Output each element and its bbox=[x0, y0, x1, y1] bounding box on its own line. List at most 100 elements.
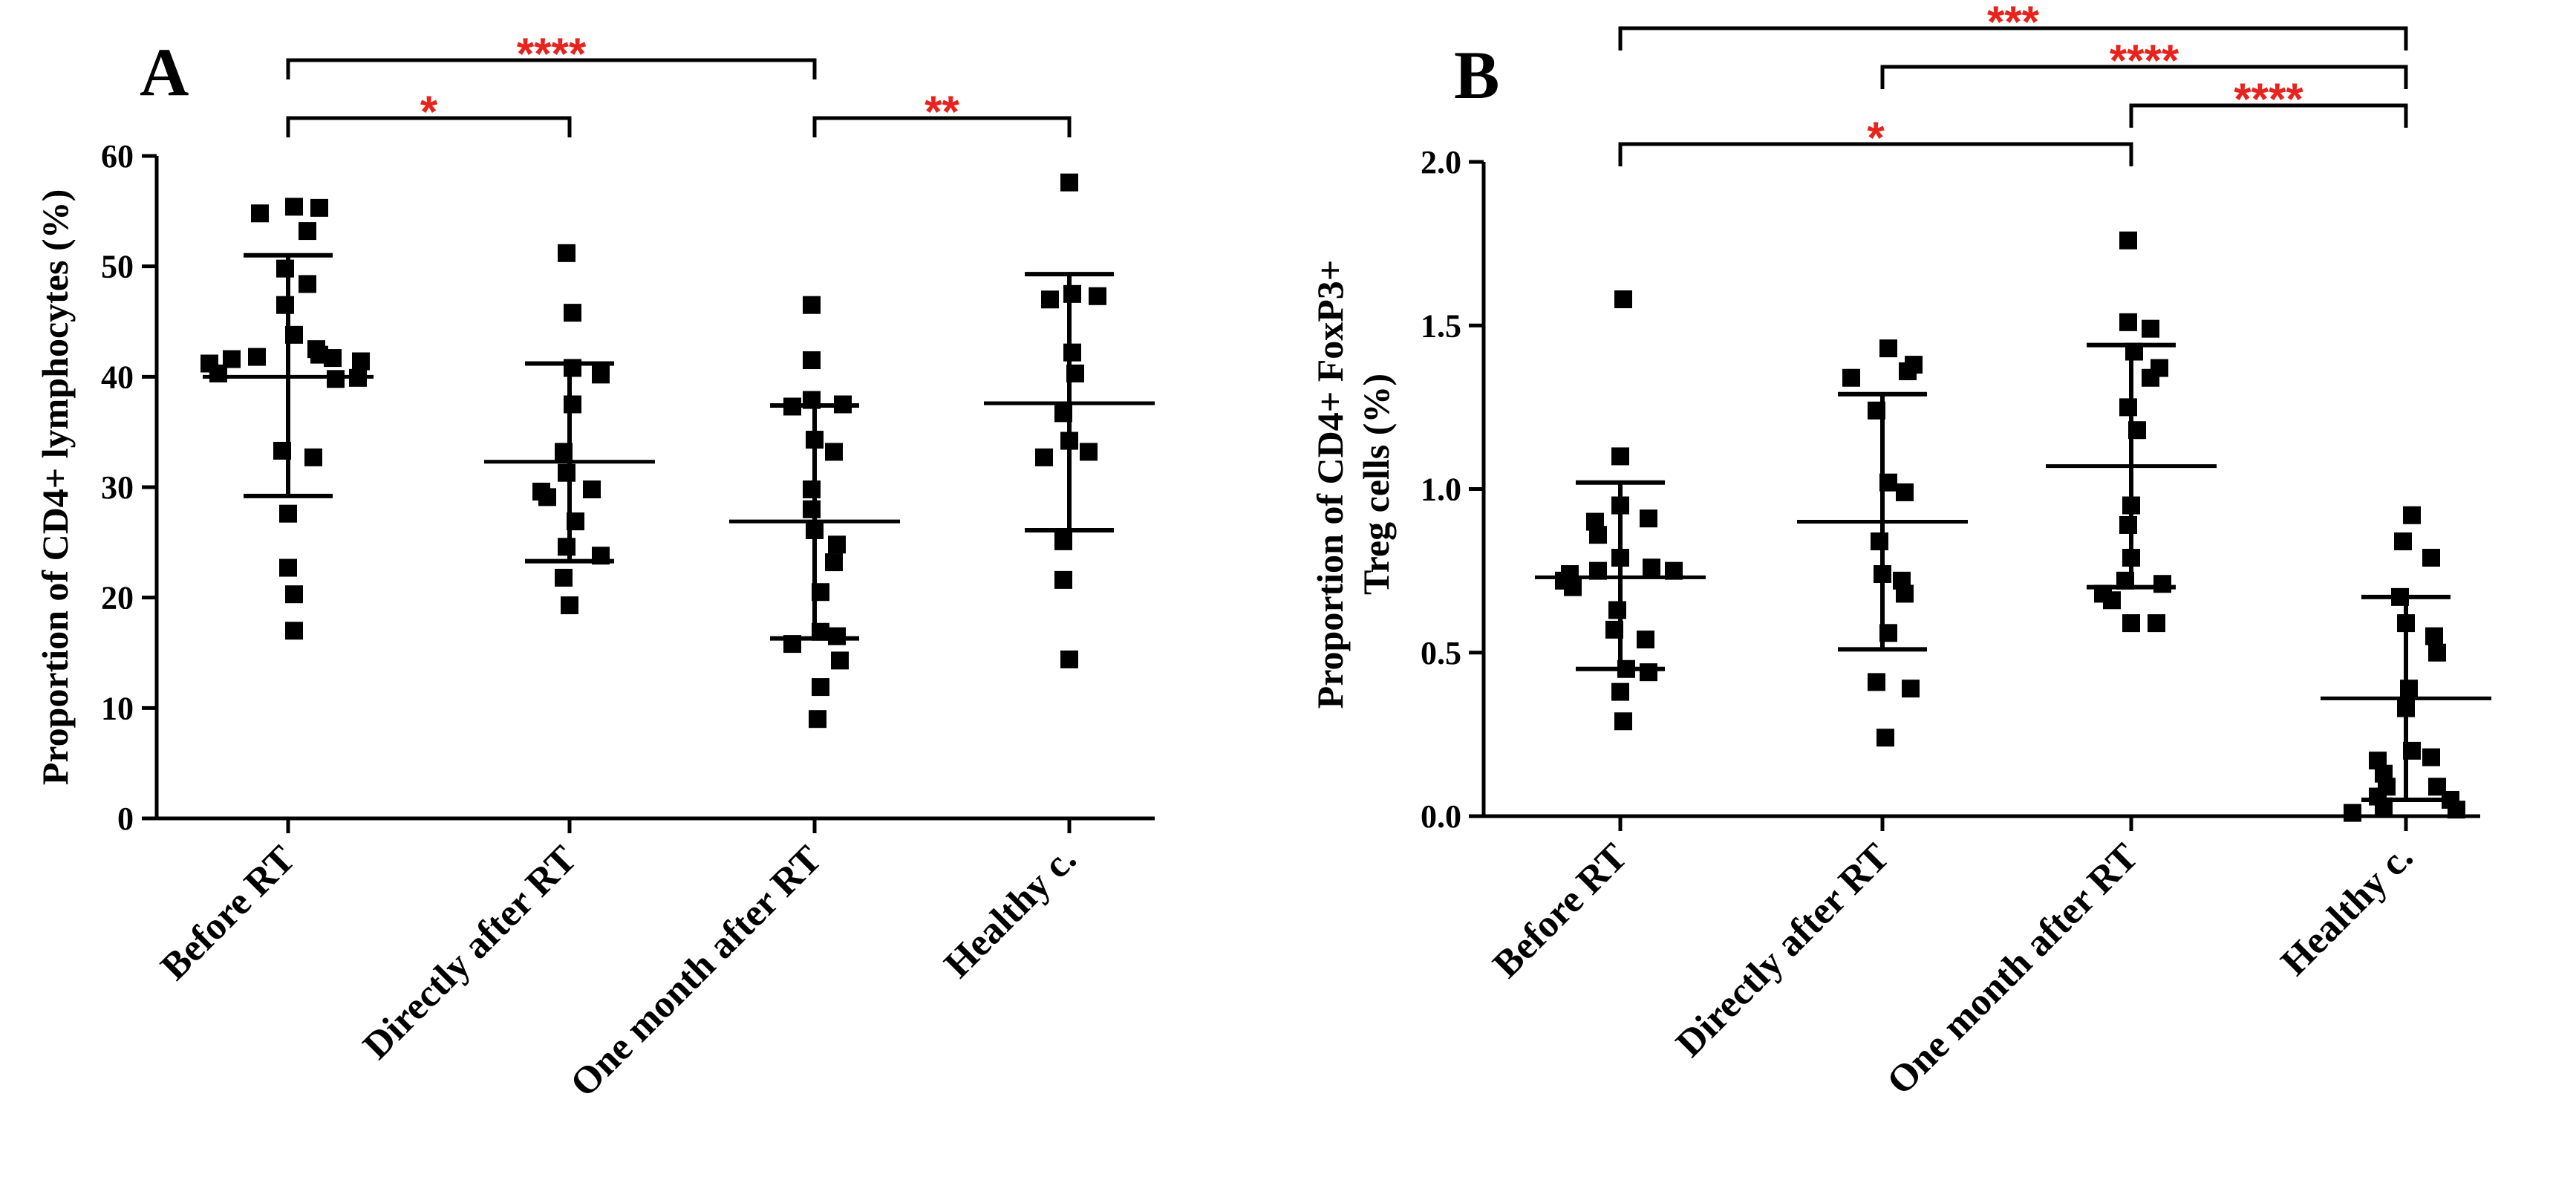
bracket-line bbox=[1880, 65, 2408, 89]
y-tick-label: 2.0 bbox=[1421, 144, 1461, 180]
series-before-rt bbox=[1535, 290, 1706, 731]
significance-label: *** bbox=[1987, 0, 2040, 47]
data-point bbox=[324, 349, 342, 368]
series-one-month-after-rt bbox=[729, 296, 900, 729]
data-point bbox=[310, 198, 328, 217]
data-point bbox=[2422, 549, 2440, 567]
data-point bbox=[825, 443, 843, 461]
data-point bbox=[1589, 526, 1607, 544]
data-point bbox=[327, 370, 345, 388]
data-point bbox=[825, 553, 843, 572]
y-tick-label: 30 bbox=[101, 469, 134, 506]
data-point bbox=[1899, 362, 1917, 380]
data-point bbox=[2403, 506, 2421, 524]
data-point bbox=[558, 244, 575, 262]
data-point bbox=[592, 365, 610, 384]
data-point bbox=[251, 204, 269, 223]
chart-panel-a: A 0 10 20 30 40 50 60 Proportion of CD4+ lymphoc… bbox=[34, 29, 1155, 1105]
y-tick-label: 0.5 bbox=[1421, 635, 1461, 671]
y-tick-label: 0 bbox=[117, 801, 134, 837]
significance-label: **** bbox=[2110, 36, 2179, 85]
data-point bbox=[812, 678, 829, 697]
bracket-line bbox=[812, 116, 1072, 137]
data-point bbox=[1614, 290, 1632, 309]
data-point bbox=[285, 622, 303, 640]
data-point bbox=[2344, 804, 2361, 822]
y-axis-title-line: Proportion of CD4+ lymphocytes (%) bbox=[34, 189, 76, 786]
data-point bbox=[352, 352, 370, 371]
x-tick-label: One month after RT bbox=[1879, 835, 2146, 1103]
series-before-rt bbox=[200, 198, 374, 640]
data-point bbox=[2142, 368, 2159, 387]
data-point bbox=[2448, 801, 2465, 819]
y-tick-label: 1.0 bbox=[1421, 472, 1461, 508]
x-tick-label: Before RT bbox=[153, 838, 304, 988]
data-point bbox=[564, 395, 581, 414]
data-point bbox=[1871, 532, 1888, 550]
data-point bbox=[1640, 663, 1657, 682]
data-point bbox=[2142, 319, 2159, 338]
significance-bracket: **** bbox=[2129, 74, 2408, 128]
data-point bbox=[2425, 627, 2443, 645]
series-healthy-c- bbox=[984, 173, 1155, 668]
data-point bbox=[1902, 680, 1920, 698]
data-point bbox=[538, 488, 556, 506]
data-point bbox=[561, 596, 578, 615]
data-point bbox=[248, 348, 266, 366]
data-point bbox=[1063, 284, 1081, 303]
significance-bracket: * bbox=[1618, 113, 2133, 166]
data-point bbox=[1054, 570, 1072, 589]
data-point bbox=[1896, 483, 1914, 501]
y-tick-label: 20 bbox=[101, 580, 134, 616]
data-point bbox=[2148, 614, 2165, 633]
x-tick-label: Directly after RT bbox=[1668, 835, 1897, 1065]
data-point bbox=[2122, 614, 2140, 633]
series-healthy-c- bbox=[2321, 506, 2491, 822]
data-point bbox=[2103, 591, 2121, 610]
data-point bbox=[564, 304, 581, 322]
data-point bbox=[2394, 532, 2412, 550]
data-point bbox=[276, 259, 294, 278]
significance-bracket: * bbox=[286, 87, 572, 137]
data-point bbox=[803, 480, 821, 498]
data-point bbox=[1876, 729, 1894, 747]
bracket-line bbox=[286, 58, 817, 79]
significance-label: * bbox=[1867, 113, 1885, 163]
data-point bbox=[2428, 643, 2446, 662]
data-point bbox=[1896, 584, 1914, 603]
significance-label: **** bbox=[2234, 74, 2303, 124]
y-tick-label: 0.0 bbox=[1421, 798, 1461, 835]
data-point bbox=[1842, 368, 1860, 387]
series-one-month-after-rt bbox=[2046, 231, 2217, 633]
significance-bracket: ** bbox=[812, 87, 1072, 137]
data-point bbox=[558, 538, 575, 556]
data-point bbox=[1041, 290, 1059, 309]
data-point bbox=[1611, 682, 1629, 701]
y-axis-title: Proportion of CD4+ lymphocytes (%) bbox=[34, 189, 76, 786]
data-point bbox=[299, 275, 316, 293]
bracket-line bbox=[2129, 103, 2408, 128]
x-tick-label: Healthy c. bbox=[2273, 835, 2422, 984]
data-point bbox=[285, 585, 303, 604]
significance-label: * bbox=[420, 87, 438, 137]
y-tick-label: 50 bbox=[101, 249, 134, 285]
data-point bbox=[558, 463, 575, 482]
data-point bbox=[555, 568, 573, 587]
significance-bracket: *** bbox=[1618, 0, 2408, 50]
data-point bbox=[2153, 575, 2171, 593]
y-tick-label: 60 bbox=[101, 138, 134, 175]
data-point bbox=[1640, 509, 1657, 528]
data-point bbox=[803, 500, 821, 518]
data-point bbox=[1060, 173, 1078, 192]
panel-label: A bbox=[140, 34, 189, 110]
data-point bbox=[1564, 578, 1582, 596]
data-point bbox=[2119, 398, 2137, 417]
data-point bbox=[1089, 287, 1106, 305]
data-point bbox=[2119, 231, 2137, 250]
data-point bbox=[1080, 443, 1098, 461]
data-point bbox=[1060, 650, 1078, 668]
data-point bbox=[1637, 631, 1654, 649]
data-point bbox=[279, 504, 297, 523]
data-point bbox=[2400, 680, 2418, 698]
